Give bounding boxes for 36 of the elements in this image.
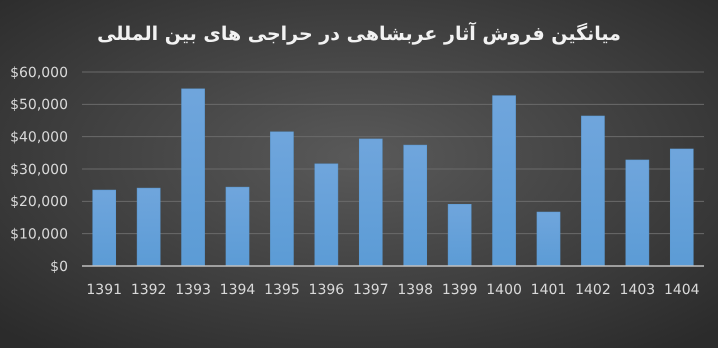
- y-tick-label: $60,000: [10, 64, 68, 81]
- bar: [536, 212, 560, 266]
- y-tick-label: $20,000: [10, 194, 68, 210]
- x-tick-label: 1400: [486, 282, 522, 298]
- x-tick-label: 1393: [175, 282, 211, 298]
- x-tick-label: 1394: [220, 282, 256, 298]
- x-tick-label: 1392: [130, 282, 166, 298]
- chart-title: میانگین فروش آثار عربشاهی در حراجی های بین المللی: [97, 21, 621, 45]
- x-tick-label: 1404: [664, 282, 700, 298]
- bar: [270, 132, 294, 266]
- bar: [92, 190, 116, 266]
- y-tick-label: $40,000: [10, 130, 68, 146]
- x-tick-label: 1395: [264, 282, 300, 298]
- bar: [226, 186, 250, 266]
- x-tick-label: 1391: [86, 282, 122, 298]
- bar: [358, 138, 383, 266]
- y-tick-label: $0: [50, 258, 68, 275]
- x-tick-label: 1397: [352, 282, 389, 298]
- bar: [492, 95, 516, 266]
- bar: [581, 116, 605, 266]
- x-tick-label: 1396: [308, 282, 344, 298]
- x-tick-label: 1398: [397, 282, 434, 298]
- bar: [136, 188, 160, 266]
- bar: [626, 160, 650, 266]
- bar: [181, 88, 205, 266]
- bar: [314, 164, 338, 266]
- bar: [403, 144, 428, 266]
- x-tick-label: 1401: [530, 282, 566, 298]
- bar: [448, 204, 472, 266]
- x-tick-label: 1399: [442, 282, 478, 298]
- y-tick-label: $50,000: [10, 97, 68, 114]
- bar: [670, 148, 694, 266]
- y-tick-label: $30,000: [10, 162, 68, 178]
- x-tick-label: 1402: [575, 282, 611, 298]
- y-tick-label: $10,000: [10, 226, 68, 243]
- x-tick-label: 1403: [620, 282, 656, 298]
